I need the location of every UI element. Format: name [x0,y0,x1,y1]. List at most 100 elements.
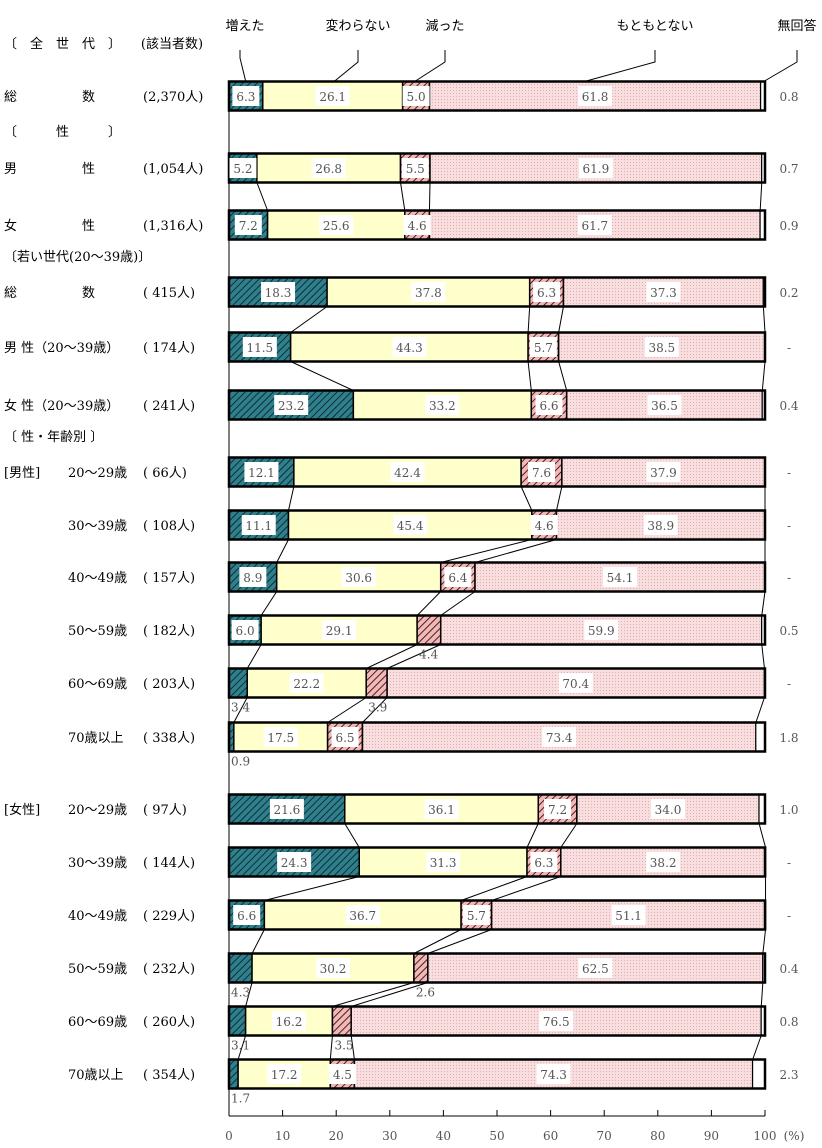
value-label-bg [319,215,354,235]
value-label-bg [232,86,260,106]
value-label: 0.9 [231,755,250,769]
row-count: (2,370人) [143,90,203,105]
value-label: 1.7 [231,1092,250,1106]
value-label: 5.7 [534,341,553,355]
value-label: 70.4 [562,677,589,691]
bar-segment-decreased [416,614,442,646]
connector-line [362,697,388,723]
legend-label: 無回答 [777,18,816,34]
legend-leader-line [333,50,359,83]
value-label-no-answer: - [787,571,791,585]
row-label: 50～59歳 [68,624,127,639]
group-label-male: [男性] [4,466,40,481]
value-label-bg [578,958,613,978]
connector-line [558,361,568,391]
row-count: (1,316人) [143,219,203,234]
value-label: 31.3 [430,856,457,870]
row-count: ( 203人) [143,677,195,692]
connector-line [276,539,289,563]
connector-line [759,182,763,211]
row-count: ( 66人) [143,466,187,481]
row-count: ( 229人) [143,909,195,924]
value-label: 5.5 [406,162,425,176]
value-label-no-answer: 0.4 [779,399,798,413]
legend-leader-line [762,50,798,83]
value-label-no-answer: 0.4 [779,962,798,976]
value-label: 6.6 [237,909,256,923]
connector-line [264,876,360,901]
count-header: (該当者数) [141,36,203,52]
value-label-no-answer: 0.8 [779,1015,798,1029]
value-label-bg [231,620,259,640]
value-label: 6.3 [236,90,255,104]
connector-line [260,591,278,616]
value-label-bg [392,337,427,357]
value-label-bg [577,215,612,235]
row-count: ( 260人) [143,1015,195,1030]
value-label-bg [393,515,428,535]
row-label: 男 性（20～39歳） [4,341,119,356]
value-label: 3.1 [231,1039,250,1053]
row-label: 60～69歳 [68,677,127,692]
connector-line [245,982,253,1007]
value-label: 22.2 [293,677,320,691]
value-label: 62.5 [582,962,609,976]
value-label-bg [401,158,429,178]
connector-line [329,1035,333,1060]
connector-line [413,929,462,954]
value-label-no-answer: - [787,909,791,923]
value-label: 44.3 [396,341,423,355]
value-label: 5.7 [467,909,486,923]
value-label-bg [341,567,376,587]
value-label-no-answer: 1.0 [779,803,798,817]
value-label-no-answer: - [787,466,791,480]
value-label-bg [403,215,431,235]
connector-line [755,697,765,723]
connector-line [386,644,441,669]
value-label: 11.1 [245,519,272,533]
value-label-bg [611,905,646,925]
value-label-bg [274,395,309,415]
value-label: 34.0 [655,803,682,817]
value-label-bg [536,1064,571,1084]
connector-line [758,823,767,848]
bar-segment-no-answer [752,1059,766,1089]
connector-line [344,823,360,848]
connector-line [251,929,265,954]
connector-line [290,361,354,391]
value-label: 59.9 [588,624,615,638]
connector-line [526,823,539,848]
row-label: 女 性（20～39歳） [4,398,119,414]
value-label-bg [643,515,678,535]
x-tick-label: 70 [597,1129,612,1143]
x-axis-unit: (%) [784,1129,805,1143]
row-label: 30～39歳 [68,519,127,534]
connector-line [256,182,269,211]
value-label-bg [269,799,304,819]
row-label: 男 性 [4,162,95,177]
value-label-no-answer: 2.3 [779,1068,798,1082]
value-label: 8.9 [243,571,262,585]
value-label: 4.6 [408,219,427,233]
value-label-bg [239,567,267,587]
row-label: 総 数 [4,90,95,105]
connector-line [290,306,328,333]
connector-line [351,982,429,1007]
value-label-bg [558,673,593,693]
value-label-bg [544,799,572,819]
value-label-bg [331,727,359,747]
bar-segment-increased [228,667,248,699]
value-label: 18.3 [265,286,292,300]
value-label-bg [234,215,262,235]
connector-line [428,182,431,211]
value-label-bg [578,86,613,106]
row-label: 60～69歳 [68,1015,127,1030]
value-label: 24.3 [281,856,308,870]
row-count: ( 232人) [143,962,195,977]
x-tick-label: 80 [650,1129,665,1143]
value-label-bg [424,799,459,819]
connector-line [416,591,442,616]
row-label: 70歳以上 [68,1068,124,1083]
connector-line [558,306,564,333]
value-label-bg [578,158,613,178]
